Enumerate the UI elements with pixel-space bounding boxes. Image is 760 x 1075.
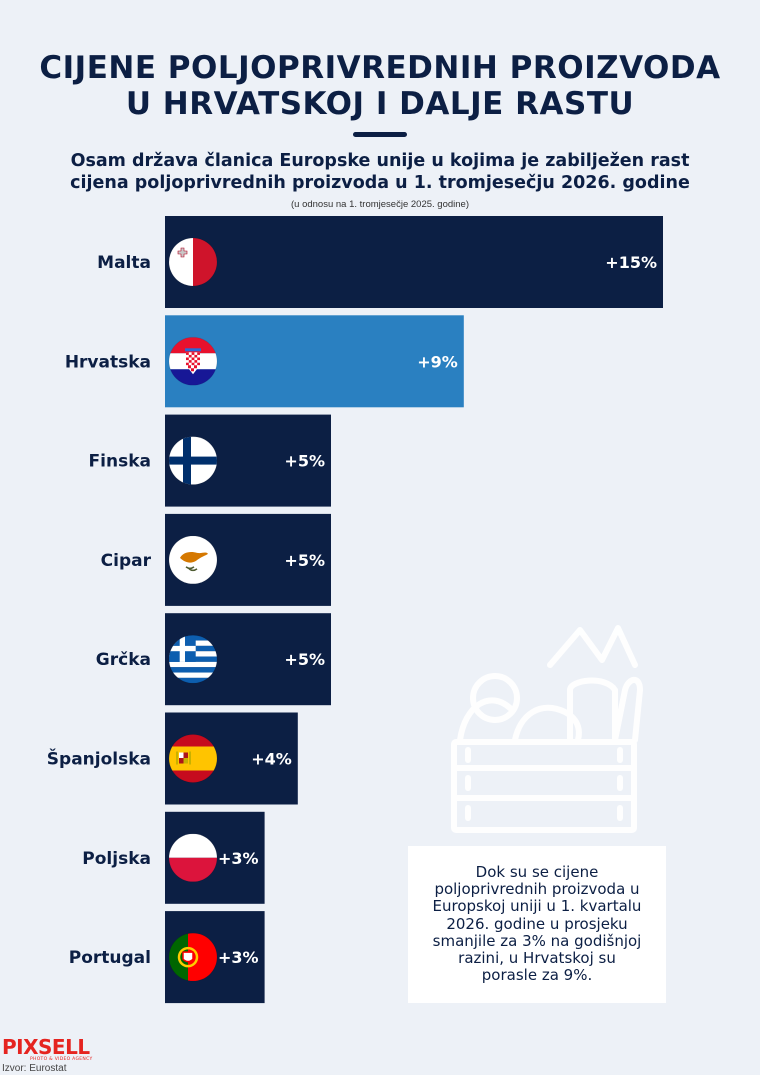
info-line: smanjile za 3% na godišnjoj bbox=[432, 931, 642, 950]
category-label: Grčka bbox=[96, 650, 151, 670]
flag-greece-icon bbox=[168, 634, 218, 684]
info-line: Europskoj uniji u 1. kvartalu bbox=[432, 897, 642, 916]
category-label: Portugal bbox=[69, 948, 151, 968]
value-label: +3% bbox=[218, 948, 259, 967]
flag-finland-icon bbox=[168, 436, 218, 486]
value-label: +5% bbox=[284, 452, 325, 471]
value-label: +3% bbox=[218, 849, 259, 868]
info-line: Dok su se cijene bbox=[475, 863, 599, 881]
info-line: porasle za 9%. bbox=[481, 966, 593, 985]
subtitle-line-1: Osam država članica Europske unije u koj… bbox=[70, 151, 690, 171]
category-label: Finska bbox=[89, 452, 151, 472]
title-line-1: CIJENE POLJOPRIVREDNIH PROIZVODA bbox=[39, 50, 721, 86]
logo-tagline: PHOTO & VIDEO AGENCY bbox=[30, 1057, 93, 1062]
value-label: +4% bbox=[251, 750, 292, 769]
vegetable-crate-illustration bbox=[451, 625, 643, 833]
subtitle: Osam država članica Europske unije u koj… bbox=[0, 150, 760, 194]
subtitle-line-2: cijena poljoprivrednih proizvoda u 1. tr… bbox=[70, 173, 690, 193]
page-title: CIJENE POLJOPRIVREDNIH PROIZVODA U HRVAT… bbox=[0, 50, 760, 122]
value-label: +9% bbox=[417, 352, 458, 371]
info-line: 2026. godine u prosjeku bbox=[446, 914, 628, 933]
category-label: Poljska bbox=[82, 849, 151, 869]
flag-poland-icon bbox=[168, 833, 218, 883]
flag-croatia-icon bbox=[168, 336, 218, 386]
flag-portugal-icon bbox=[168, 932, 218, 982]
flag-cyprus-icon bbox=[168, 535, 218, 585]
info-box: Dok su se cijene poljoprivrednih proizvo… bbox=[408, 846, 666, 1003]
category-label: Španjolska bbox=[47, 748, 151, 770]
bar-chart: Malta +15% Hrvatska +9% Finska +5% Cipar +5% Grč… bbox=[47, 216, 663, 1004]
bar bbox=[165, 216, 663, 308]
title-line-2: U HRVATSKOJ I DALJE RASTU bbox=[125, 86, 635, 122]
category-label: Cipar bbox=[101, 551, 152, 571]
category-label: Hrvatska bbox=[65, 352, 151, 372]
value-label: +15% bbox=[605, 253, 657, 272]
source-note: Izvor: Eurostat bbox=[2, 1063, 67, 1074]
value-label: +5% bbox=[284, 650, 325, 669]
info-line: razini, u Hrvatskoj su bbox=[458, 949, 616, 968]
flag-malta-icon bbox=[168, 237, 218, 287]
comparison-note: (u odnosu na 1. tromjesečje 2025. godine… bbox=[291, 199, 469, 210]
info-line: poljoprivrednih proizvoda u bbox=[434, 880, 640, 899]
category-label: Malta bbox=[97, 253, 151, 273]
pixsell-logo: PIXSELL bbox=[2, 1035, 90, 1059]
value-label: +5% bbox=[284, 551, 325, 570]
title-divider bbox=[353, 132, 407, 137]
flag-spain-icon bbox=[168, 734, 218, 783]
